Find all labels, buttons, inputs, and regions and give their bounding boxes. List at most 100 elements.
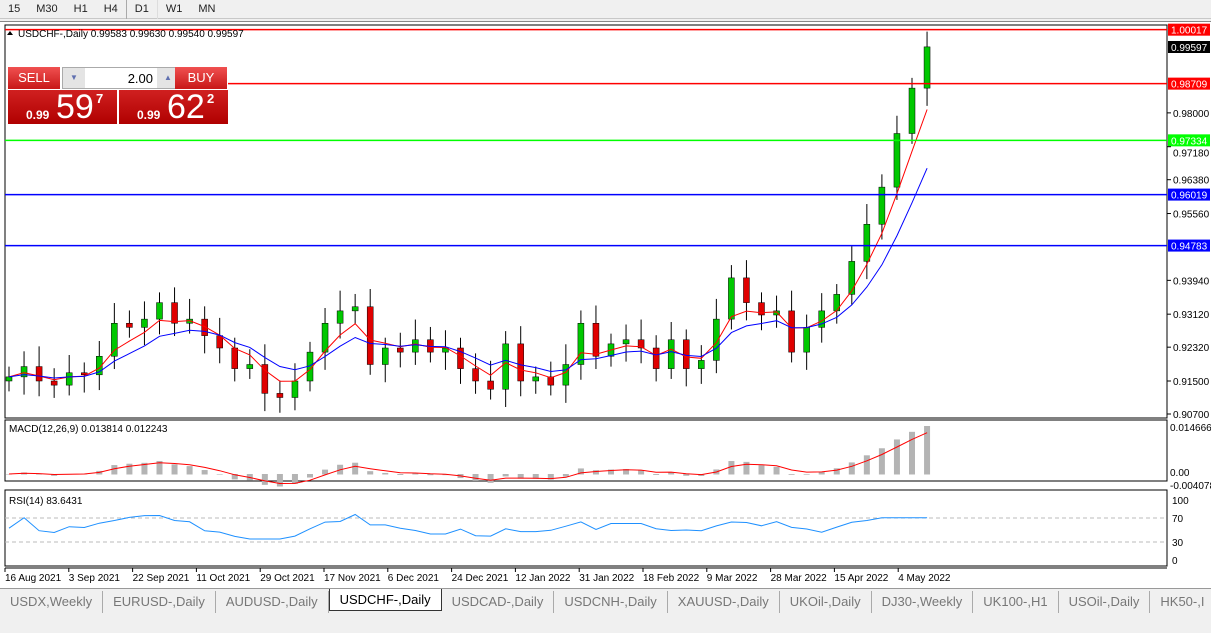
chart-tab[interactable]: XAUUSD-,Daily — [668, 591, 780, 613]
candle — [848, 261, 856, 295]
sell-button[interactable]: SELL — [8, 67, 60, 89]
bid-prefix: 0.99 — [26, 108, 50, 122]
timeframe-h1[interactable]: H1 — [73, 3, 88, 15]
macd-panel-border — [4, 419, 1168, 482]
chart-tab[interactable]: UKOil-,Daily — [780, 591, 872, 613]
chart-header: USDCHF-,Daily 0.99583 0.99630 0.99540 0.… — [18, 29, 244, 40]
candle — [863, 224, 871, 262]
candle — [698, 360, 705, 369]
increase-lot-arrow-icon[interactable]: ▲ — [157, 68, 179, 88]
timeframe-mn[interactable]: MN — [198, 3, 216, 15]
buy-price-button[interactable]: 0.99 62 2 — [119, 88, 228, 126]
candle — [532, 376, 539, 382]
macd-histogram-bar — [367, 471, 374, 475]
macd-histogram-bar — [909, 431, 915, 475]
candle — [261, 364, 269, 394]
price-axis-label: 0.97180 — [1173, 148, 1210, 159]
ask-pips: 62 — [167, 88, 205, 126]
chart-window[interactable]: 1.00017 0.98709 0.97334 0.96019 0.94783 0.99 5… — [0, 21, 1211, 588]
macd-histogram-bar — [728, 461, 735, 475]
date-label: 12 Jan 2022 — [515, 573, 570, 584]
macd-histogram-bar — [6, 474, 12, 475]
chart-tab[interactable]: DJ30-,Weekly — [872, 591, 974, 613]
macd-histogram-bar — [547, 474, 554, 480]
price-line-label: 1.00017 — [1171, 26, 1208, 37]
price-line-label-bg — [1168, 134, 1210, 147]
ask-fraction: 2 — [207, 91, 215, 106]
candle — [412, 339, 419, 353]
rsi-line — [8, 513, 928, 540]
buy-button[interactable]: BUY — [175, 67, 227, 89]
macd-histogram-bar — [472, 474, 479, 481]
candle — [728, 277, 735, 320]
lot-size-stepper[interactable]: ▼ 2.00 ▲ — [62, 67, 180, 89]
price-axis-label: 0.91500 — [1173, 377, 1210, 388]
macd-histogram-bar — [291, 474, 298, 484]
price-axis-label: 0.95560 — [1173, 210, 1210, 221]
macd-histogram-bar — [668, 472, 675, 475]
candle — [201, 318, 208, 336]
macd-histogram-bar — [924, 426, 931, 475]
macd-histogram-bar — [307, 474, 313, 478]
macd-histogram-bar — [592, 470, 599, 475]
chart-tab[interactable]: UK100-,H1 — [973, 591, 1059, 613]
candle — [622, 339, 630, 345]
macd-scale-label: 0.00 — [1170, 468, 1190, 479]
candle — [773, 310, 780, 316]
lot-size-input[interactable]: 2.00 — [127, 70, 153, 86]
candle — [141, 318, 148, 328]
bid-fraction: 7 — [96, 91, 104, 106]
macd-histogram-bar — [848, 462, 855, 475]
candle — [547, 376, 555, 386]
timeframe-h4[interactable]: H4 — [103, 3, 118, 15]
price-line-label-bg — [1168, 188, 1210, 201]
ma-fast-line — [8, 109, 928, 382]
timeframe-d1[interactable]: D1 — [125, 0, 157, 19]
macd-histogram-bar — [893, 439, 900, 475]
candle — [487, 380, 494, 390]
candle — [908, 87, 916, 134]
timeframe-15[interactable]: 15 — [8, 3, 21, 15]
macd-label: MACD(12,26,9) 0.013814 0.012243 — [9, 424, 168, 435]
chart-canvas[interactable]: 1.00017 0.98709 0.97334 0.96019 0.94783 0.99 5… — [0, 22, 1211, 589]
price-line-label-bg — [1168, 239, 1210, 252]
price-axis-label: 0.92320 — [1173, 343, 1210, 354]
macd-histogram-bar — [502, 474, 509, 477]
macd-scale-label: 0.014666 — [1170, 423, 1211, 434]
macd-histogram-bar — [833, 468, 840, 475]
candle — [276, 393, 284, 398]
candle — [923, 46, 931, 89]
chart-tab[interactable]: USDCNH-,Daily — [554, 591, 668, 613]
decrease-lot-arrow-icon[interactable]: ▼ — [63, 68, 85, 88]
sell-price-button[interactable]: 0.99 59 7 — [8, 88, 117, 126]
chart-tab[interactable]: USDCHF-,Daily — [328, 589, 442, 611]
candle — [336, 310, 344, 324]
date-label: 6 Dec 2021 — [388, 573, 440, 584]
candle — [713, 318, 720, 361]
timeframe-w1[interactable]: W1 — [156, 0, 191, 19]
rsi-scale-label: 70 — [1172, 514, 1184, 525]
macd-histogram-bar — [171, 464, 178, 475]
current-price-label-bg — [1168, 40, 1210, 53]
chart-tab[interactable]: HK50-,I — [1150, 591, 1211, 613]
chart-tab[interactable]: USDCAD-,Daily — [442, 591, 555, 613]
price-line-label-bg — [1168, 77, 1210, 90]
macd-histogram-bar — [427, 474, 434, 476]
chart-tab[interactable]: EURUSD-,Daily — [103, 591, 216, 613]
candle — [321, 323, 329, 353]
timeframe-m30[interactable]: M30 — [36, 3, 58, 15]
date-label: 31 Jan 2022 — [579, 573, 634, 584]
price-axis-label: 0.90700 — [1173, 410, 1210, 421]
candle — [577, 323, 585, 365]
chart-tab[interactable]: AUDUSD-,Daily — [216, 591, 329, 613]
rsi-panel-border — [4, 489, 1168, 567]
macd-histogram-bar — [608, 469, 614, 475]
candle — [171, 302, 178, 324]
price-axis-label: 0.98000 — [1173, 109, 1210, 120]
candle — [96, 356, 103, 376]
chart-tab[interactable]: USDX,Weekly — [0, 591, 104, 613]
candle — [81, 372, 88, 376]
price-axis-label: 0.93120 — [1173, 310, 1210, 321]
chart-tab[interactable]: USOil-,Daily — [1059, 591, 1151, 613]
macd-histogram-bar — [562, 474, 569, 477]
